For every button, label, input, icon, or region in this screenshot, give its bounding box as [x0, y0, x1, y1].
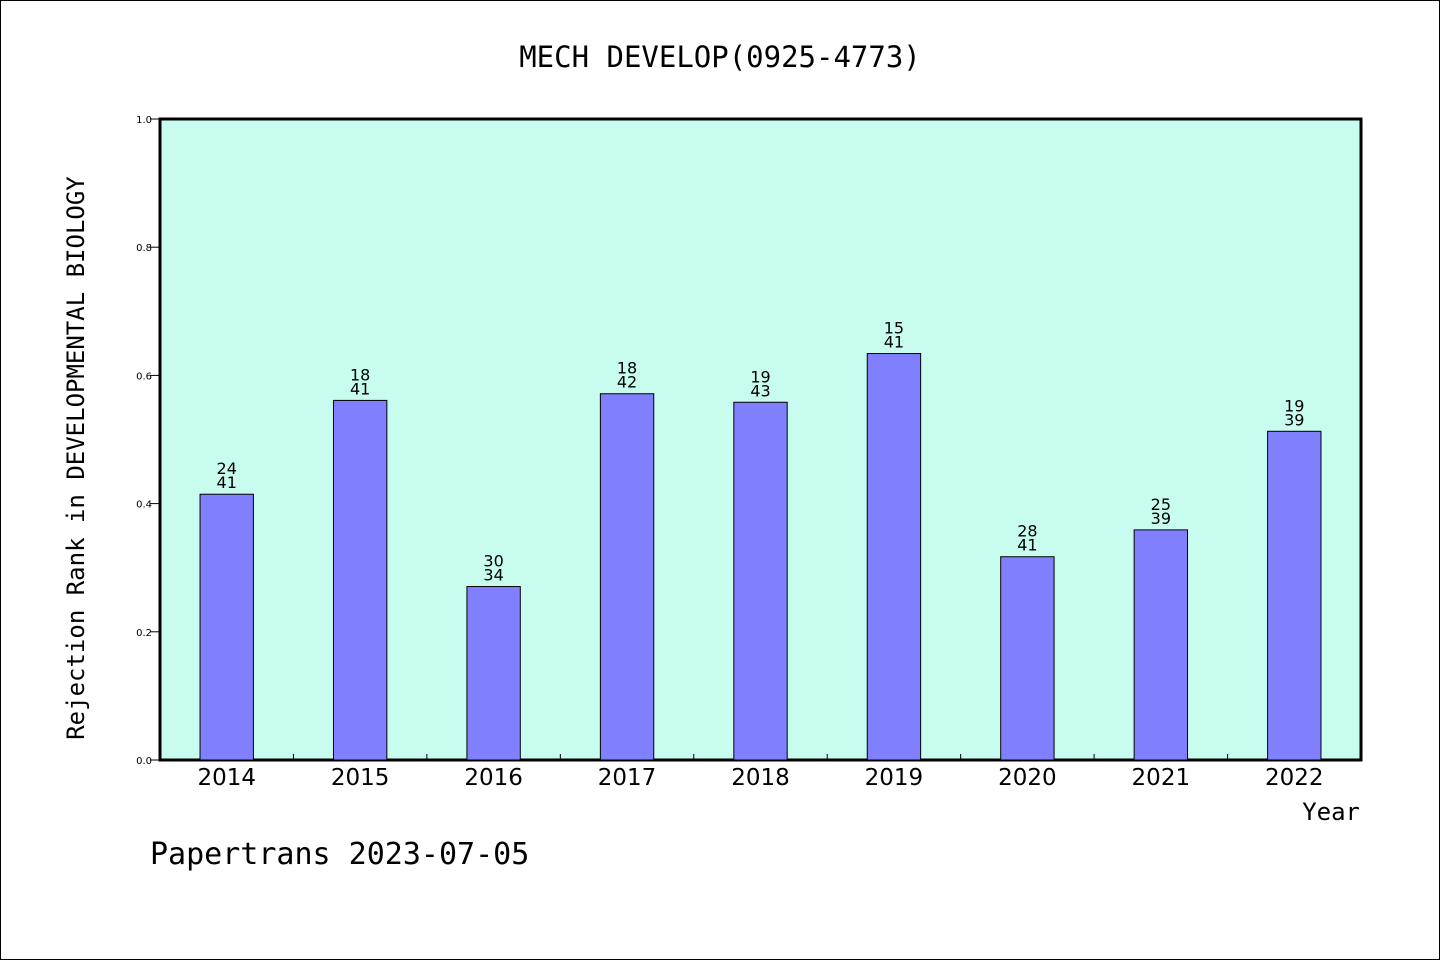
x-tick-label: 2018 — [731, 765, 790, 791]
bar-data-label: 19 — [750, 367, 770, 386]
bar — [466, 586, 521, 761]
y-tick-label: 1.0 — [136, 115, 152, 126]
chart-title: MECH DEVELOP(0925-4773) — [519, 40, 921, 74]
bar-data-label: 18 — [350, 365, 370, 384]
bar-data-label: 19 — [1284, 396, 1304, 415]
bar-data-label: 39 — [1151, 509, 1171, 528]
x-tick-label: 2019 — [865, 765, 924, 791]
x-tick-label: 2020 — [998, 765, 1057, 791]
bar — [1000, 556, 1055, 761]
bar — [1133, 529, 1189, 761]
bar-data-label: 41 — [1017, 536, 1037, 555]
bar-data-label: 41 — [217, 473, 237, 492]
bar — [866, 353, 922, 761]
bar — [199, 493, 254, 761]
y-tick-label: 0.8 — [136, 243, 152, 254]
bar — [332, 399, 388, 761]
bar-data-label: 18 — [617, 359, 637, 378]
bar-data-label: 30 — [483, 552, 503, 571]
watermark-text: Papertrans 2023-07-05 — [150, 837, 529, 872]
bar-data-label: 15 — [884, 319, 904, 338]
bar-data-label: 25 — [1151, 495, 1171, 514]
bar-data-label: 24 — [217, 459, 237, 478]
y-axis-ticks: 0.0 0.2 0.4 0.6 0.8 1.0 — [136, 115, 160, 767]
x-tick-label: 2021 — [1132, 765, 1191, 791]
bar-data-label: 39 — [1284, 410, 1304, 429]
bar-data-label: 42 — [617, 373, 637, 392]
x-tick-label: 2016 — [464, 765, 523, 791]
x-tick-label: 2014 — [197, 765, 256, 791]
x-axis-ticks: 2014 2015 2016 2017 2018 2019 2020 2021 2022 — [197, 754, 1324, 791]
bar — [1267, 430, 1322, 761]
bar-data-label: 41 — [884, 333, 904, 352]
bar-data-label: 28 — [1017, 522, 1037, 541]
y-tick-label: 0.2 — [136, 628, 152, 639]
bar-data-label: 43 — [750, 381, 770, 400]
x-tick-label: 2022 — [1265, 765, 1324, 791]
y-tick-label: 0.6 — [136, 371, 152, 382]
y-axis-label: Rejection Rank in DEVELOPMENTAL BIOLOGY — [62, 176, 90, 740]
bar — [599, 393, 655, 761]
bar-data-label: 41 — [350, 379, 370, 398]
bar — [733, 401, 788, 761]
y-tick-label: 0.4 — [136, 500, 152, 511]
x-tick-label: 2015 — [331, 765, 390, 791]
y-tick-label: 0.0 — [136, 756, 152, 767]
bar-data-label: 34 — [483, 566, 503, 585]
x-axis-label: Year — [1302, 798, 1360, 826]
x-tick-label: 2017 — [598, 765, 657, 791]
